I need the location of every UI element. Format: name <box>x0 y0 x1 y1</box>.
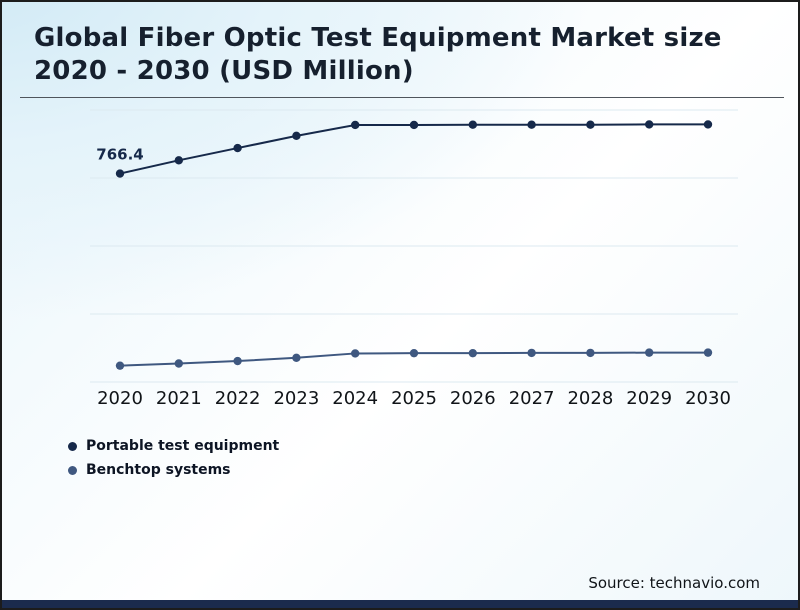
chart-title: Global Fiber Optic Test Equipment Market… <box>34 23 722 86</box>
chart-legend: Portable test equipment Benchtop systems <box>68 434 279 482</box>
svg-text:2020: 2020 <box>97 388 143 409</box>
svg-text:2028: 2028 <box>567 388 613 409</box>
legend-dot-icon <box>68 465 77 475</box>
source-attribution: Source: technavio.com <box>588 574 760 592</box>
svg-text:2025: 2025 <box>391 388 437 409</box>
svg-text:2021: 2021 <box>156 388 202 409</box>
svg-text:2027: 2027 <box>509 388 555 409</box>
title-divider <box>20 97 784 98</box>
legend-item-benchtop: Benchtop systems <box>68 458 279 482</box>
svg-text:2022: 2022 <box>215 388 261 409</box>
legend-item-portable: Portable test equipment <box>68 434 279 458</box>
svg-text:2023: 2023 <box>273 388 319 409</box>
svg-text:2030: 2030 <box>685 388 731 409</box>
legend-label: Portable test equipment <box>86 438 280 454</box>
svg-text:2026: 2026 <box>450 388 496 409</box>
line-chart: 2020 2021 2022 2023 2024 2025 2026 2027 2028 2029… <box>90 109 738 409</box>
svg-text:2029: 2029 <box>626 388 672 409</box>
footer-bar <box>2 600 798 608</box>
legend-label: Benchtop systems <box>86 462 231 478</box>
svg-text:2024: 2024 <box>332 388 378 409</box>
legend-dot-icon <box>68 441 77 451</box>
svg-text:766.4: 766.4 <box>96 146 143 164</box>
